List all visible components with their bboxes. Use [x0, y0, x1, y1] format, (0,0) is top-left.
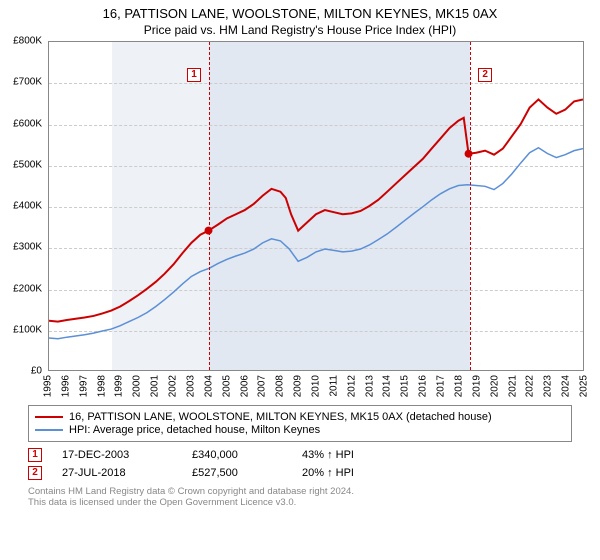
y-axis-label: £300K [0, 242, 42, 253]
plot-outer: 12 £0£100K£200K£300K£400K£500K£600K£700K… [36, 41, 596, 401]
x-axis-label: 1997 [78, 375, 89, 397]
x-axis-label: 2004 [203, 375, 214, 397]
x-axis-label: 2022 [525, 375, 536, 397]
x-axis-label: 1996 [60, 375, 71, 397]
footer-license: This data is licensed under the Open Gov… [28, 497, 572, 508]
legend-label: 16, PATTISON LANE, WOOLSTONE, MILTON KEY… [69, 411, 492, 423]
event-marker-on-plot: 1 [187, 68, 201, 82]
x-axis-label: 2005 [221, 375, 232, 397]
plot-area: 12 [48, 41, 584, 371]
chart-svg [49, 42, 583, 370]
x-axis-label: 2017 [436, 375, 447, 397]
sale-point-marker [465, 150, 473, 158]
chart-subtitle: Price paid vs. HM Land Registry's House … [0, 21, 600, 41]
y-axis-label: £0 [0, 366, 42, 377]
footer-copyright: Contains HM Land Registry data © Crown c… [28, 486, 572, 497]
event-diff: 20% ↑ HPI [302, 467, 392, 479]
legend-label: HPI: Average price, detached house, Milt… [69, 424, 320, 436]
x-axis-label: 2018 [453, 375, 464, 397]
legend-swatch [35, 429, 63, 431]
x-axis-label: 2019 [471, 375, 482, 397]
x-axis-label: 2015 [400, 375, 411, 397]
x-axis-label: 2014 [382, 375, 393, 397]
y-axis-label: £200K [0, 283, 42, 294]
legend-swatch [35, 416, 63, 418]
x-axis-label: 2008 [275, 375, 286, 397]
event-diff: 43% ↑ HPI [302, 449, 392, 461]
x-axis-label: 1999 [114, 375, 125, 397]
event-vline [209, 42, 210, 370]
event-date: 27-JUL-2018 [62, 467, 172, 479]
y-axis-label: £500K [0, 159, 42, 170]
x-axis-label: 2012 [346, 375, 357, 397]
event-price: £340,000 [192, 449, 282, 461]
legend-row: 16, PATTISON LANE, WOOLSTONE, MILTON KEY… [35, 411, 565, 423]
x-axis-label: 2021 [507, 375, 518, 397]
x-axis-label: 2024 [561, 375, 572, 397]
event-vline [470, 42, 471, 370]
chart-container: 16, PATTISON LANE, WOOLSTONE, MILTON KEY… [0, 0, 600, 560]
x-axis-label: 2002 [168, 375, 179, 397]
x-axis-label: 2001 [150, 375, 161, 397]
event-date: 17-DEC-2003 [62, 449, 172, 461]
legend: 16, PATTISON LANE, WOOLSTONE, MILTON KEY… [28, 405, 572, 442]
x-axis-label: 2007 [257, 375, 268, 397]
event-marker-on-plot: 2 [478, 68, 492, 82]
x-axis-label: 2025 [579, 375, 590, 397]
x-axis-label: 2009 [293, 375, 304, 397]
x-axis-label: 2011 [328, 375, 339, 397]
y-axis-label: £800K [0, 36, 42, 47]
event-table: 1 17-DEC-2003 £340,000 43% ↑ HPI 2 27-JU… [28, 448, 572, 480]
x-axis-label: 2000 [132, 375, 143, 397]
y-axis-label: £700K [0, 77, 42, 88]
event-marker-icon: 2 [28, 466, 42, 480]
series-line-hpi [49, 148, 583, 339]
x-axis-label: 2020 [489, 375, 500, 397]
x-axis-label: 2013 [364, 375, 375, 397]
footer: Contains HM Land Registry data © Crown c… [28, 486, 572, 508]
y-axis-label: £400K [0, 201, 42, 212]
y-axis-label: £100K [0, 324, 42, 335]
x-axis-label: 2010 [311, 375, 322, 397]
event-price: £527,500 [192, 467, 282, 479]
legend-row: HPI: Average price, detached house, Milt… [35, 424, 565, 436]
y-axis-label: £600K [0, 118, 42, 129]
event-row: 2 27-JUL-2018 £527,500 20% ↑ HPI [28, 466, 572, 480]
x-axis-label: 2003 [185, 375, 196, 397]
x-axis-label: 2006 [239, 375, 250, 397]
x-axis-label: 1995 [43, 375, 54, 397]
x-axis-label: 2023 [543, 375, 554, 397]
event-row: 1 17-DEC-2003 £340,000 43% ↑ HPI [28, 448, 572, 462]
chart-title-address: 16, PATTISON LANE, WOOLSTONE, MILTON KEY… [0, 0, 600, 21]
event-marker-icon: 1 [28, 448, 42, 462]
series-line-property [49, 99, 583, 321]
x-axis-label: 1998 [96, 375, 107, 397]
x-axis-label: 2016 [418, 375, 429, 397]
